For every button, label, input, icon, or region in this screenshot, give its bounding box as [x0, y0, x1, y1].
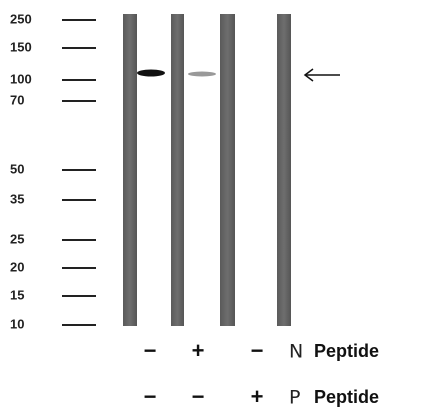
band [188, 72, 216, 77]
treatment-sign: + [192, 338, 205, 363]
treatment-sign: − [144, 384, 157, 409]
treatment-sign: − [251, 338, 264, 363]
peptide-label: Peptide [314, 341, 379, 361]
lane-strip [171, 14, 184, 326]
peptide-prefix: N [289, 341, 303, 363]
marker-label: 150 [10, 39, 32, 54]
marker-label: 20 [10, 259, 24, 274]
marker-label: 250 [10, 11, 32, 26]
treatment-sign: − [192, 384, 205, 409]
lane-strip [123, 14, 137, 326]
treatment-sign: + [251, 384, 264, 409]
page: 250 150 100 70 50 35 25 20 15 10 − + − N Peptide − − + P Pe… [0, 0, 424, 412]
marker-label: 100 [10, 71, 32, 86]
lane-strip [220, 14, 235, 326]
marker-label: 10 [10, 316, 24, 331]
marker-label: 15 [10, 287, 24, 302]
peptide-prefix: P [289, 387, 300, 409]
marker-label: 25 [10, 231, 24, 246]
marker-label: 35 [10, 191, 24, 206]
treatment-sign: − [144, 338, 157, 363]
marker-label: 50 [10, 161, 24, 176]
band [137, 70, 165, 77]
marker-label: 70 [10, 92, 24, 107]
western-blot: 250 150 100 70 50 35 25 20 15 10 − + − N Peptide − − + P Pe… [0, 0, 424, 412]
lane-strip [277, 14, 291, 326]
peptide-label: Peptide [314, 387, 379, 407]
